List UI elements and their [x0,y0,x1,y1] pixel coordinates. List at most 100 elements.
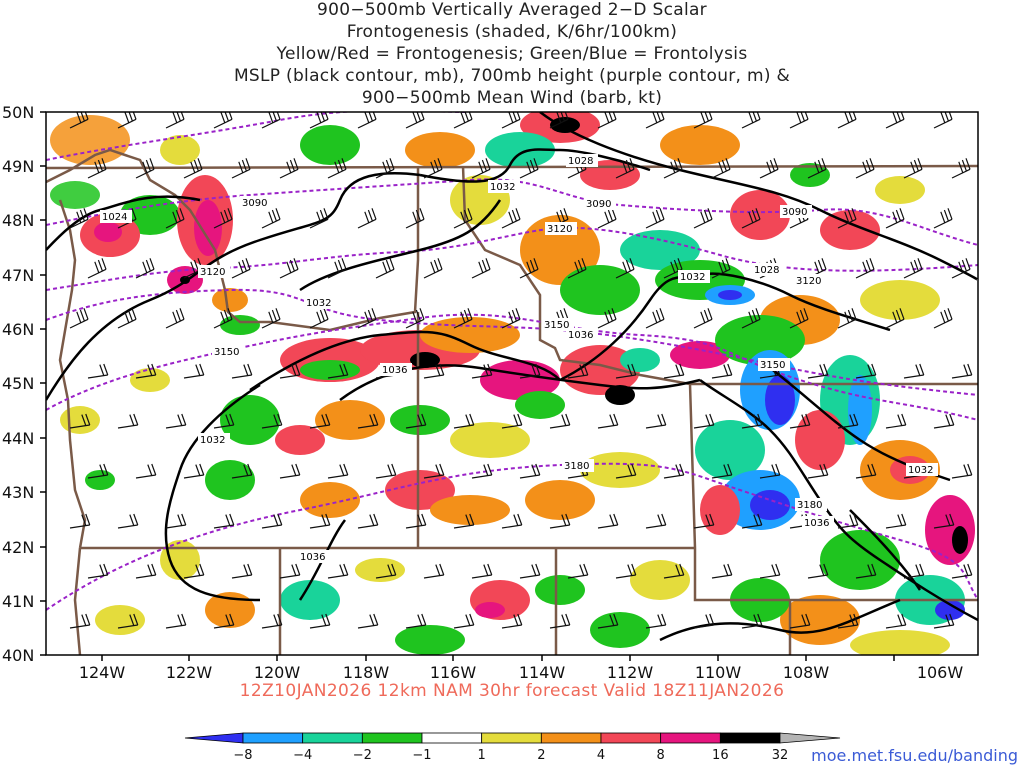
wind-barb-feather [579,364,585,376]
wind-barb [183,474,204,479]
colorbar: −8 −4 −2 −1 1 2 4 8 16 32 [184,732,841,763]
wind-barb [519,268,539,279]
wind-barb-feather [391,563,397,576]
wind-barb-feather [229,413,235,426]
wind-barb-feather [367,209,373,222]
wind-barb [567,268,587,279]
wind-barb-feather [468,112,473,120]
wind-barb-feather [869,158,875,170]
wind-barb [261,218,281,229]
credit-link[interactable]: moe.met.fsu.edu/banding [811,746,1018,765]
longitude-axis: 124W 122W 120W 118W 116W 114W 112W 110W … [79,655,963,682]
wind-barb-feather [526,261,532,273]
wind-barb-feather [679,563,685,576]
wind-barb-feather [661,413,667,426]
wind-barb-feather [707,308,713,320]
wind-barb [135,574,156,579]
wind-barb [357,118,377,129]
wind-barb-feather [533,258,539,270]
wind-barb-feather [435,364,441,376]
wind-barb-feather [481,259,487,272]
wind-barb-feather [865,259,871,272]
wind-barb-feather [421,613,427,626]
wind-barb-feather [412,211,418,223]
lon-label: 110W [695,663,742,682]
wind-barb-feather [583,563,589,576]
wind-barb-feather [679,363,685,376]
wind-barb-feather [339,364,345,376]
wind-barb-feather [145,259,151,272]
wind-barb-feather [94,161,100,173]
wind-barb [663,374,684,379]
wind-barb-feather [565,613,571,626]
wind-barb-feather [460,311,466,323]
wind-barb-feather [415,209,421,222]
wind-barb [693,624,714,629]
wind-barb-feather [321,514,327,526]
wind-barb-feather [371,208,377,220]
wind-barb-feather [526,161,532,173]
wind-barb-feather [748,311,754,323]
wind-barb-feather [76,211,82,223]
wind-barb [501,118,521,129]
wind-barb-feather [273,614,279,626]
wind-barb-feather [339,564,345,576]
wind-barb-feather [179,308,185,320]
wind-barb-feather [819,464,825,476]
wind-barb-feather [373,413,379,426]
wind-barb-feather [817,259,823,272]
wind-barb [741,218,761,229]
wind-barb [855,374,876,379]
wind-barb [261,624,282,629]
wind-barb-feather [821,158,827,170]
wind-barb-feather [967,563,973,576]
wind-barb-feather [247,363,253,376]
wind-barb-feather [517,613,523,626]
colorbar-arrow-right [779,732,841,744]
wind-barb-feather [560,112,565,122]
wind-barb-feather [483,464,489,476]
wind-barb-feather [268,211,274,223]
lon-label: 120W [254,663,301,682]
wind-barb [597,318,617,329]
wind-barb-feather [131,208,137,220]
wind-barb [885,218,905,229]
wind-barb-feather [243,564,249,576]
wind-barb-feather [220,311,226,323]
wind-barb-feather [225,414,231,426]
wind-barb-feather [967,363,973,376]
wind-barb-feather [849,614,855,626]
wind-barb-feather [913,159,919,172]
wind-barb [903,268,923,279]
wind-barb-feather [677,158,683,170]
wind-barb-feather [895,309,901,322]
wind-barb-feather [101,158,107,170]
wind-barb [951,374,972,379]
wind-barb-feather [757,413,763,426]
wind-barb-feather [371,308,377,320]
wind-barb [453,524,474,529]
wind-barb [309,524,330,529]
wind-barb [213,624,234,629]
colorbar-box [242,732,304,744]
colorbar-tick-label: −2 [353,748,372,763]
wind-barb-feather [103,363,109,376]
wind-barb-feather [133,513,139,526]
wind-barb-feather [949,413,955,426]
wind-barb-feather [238,261,244,273]
wind-barb-feather [512,112,517,122]
wind-barb-feather [607,309,613,322]
lat-label: 48N [2,211,34,230]
wind-barb-feather [323,308,329,320]
wind-barb-feather [511,209,517,222]
wind-barb [567,168,587,179]
wind-barb-feather [241,259,247,272]
wind-barb-feather [708,112,713,120]
wind-barb [471,268,491,279]
wind-barb [375,168,395,179]
wind-barb [423,374,444,379]
wind-barb [261,118,281,129]
colorbar-box [660,732,721,744]
wind-barb-feather [867,564,873,576]
wind-barb-feather [417,414,423,426]
